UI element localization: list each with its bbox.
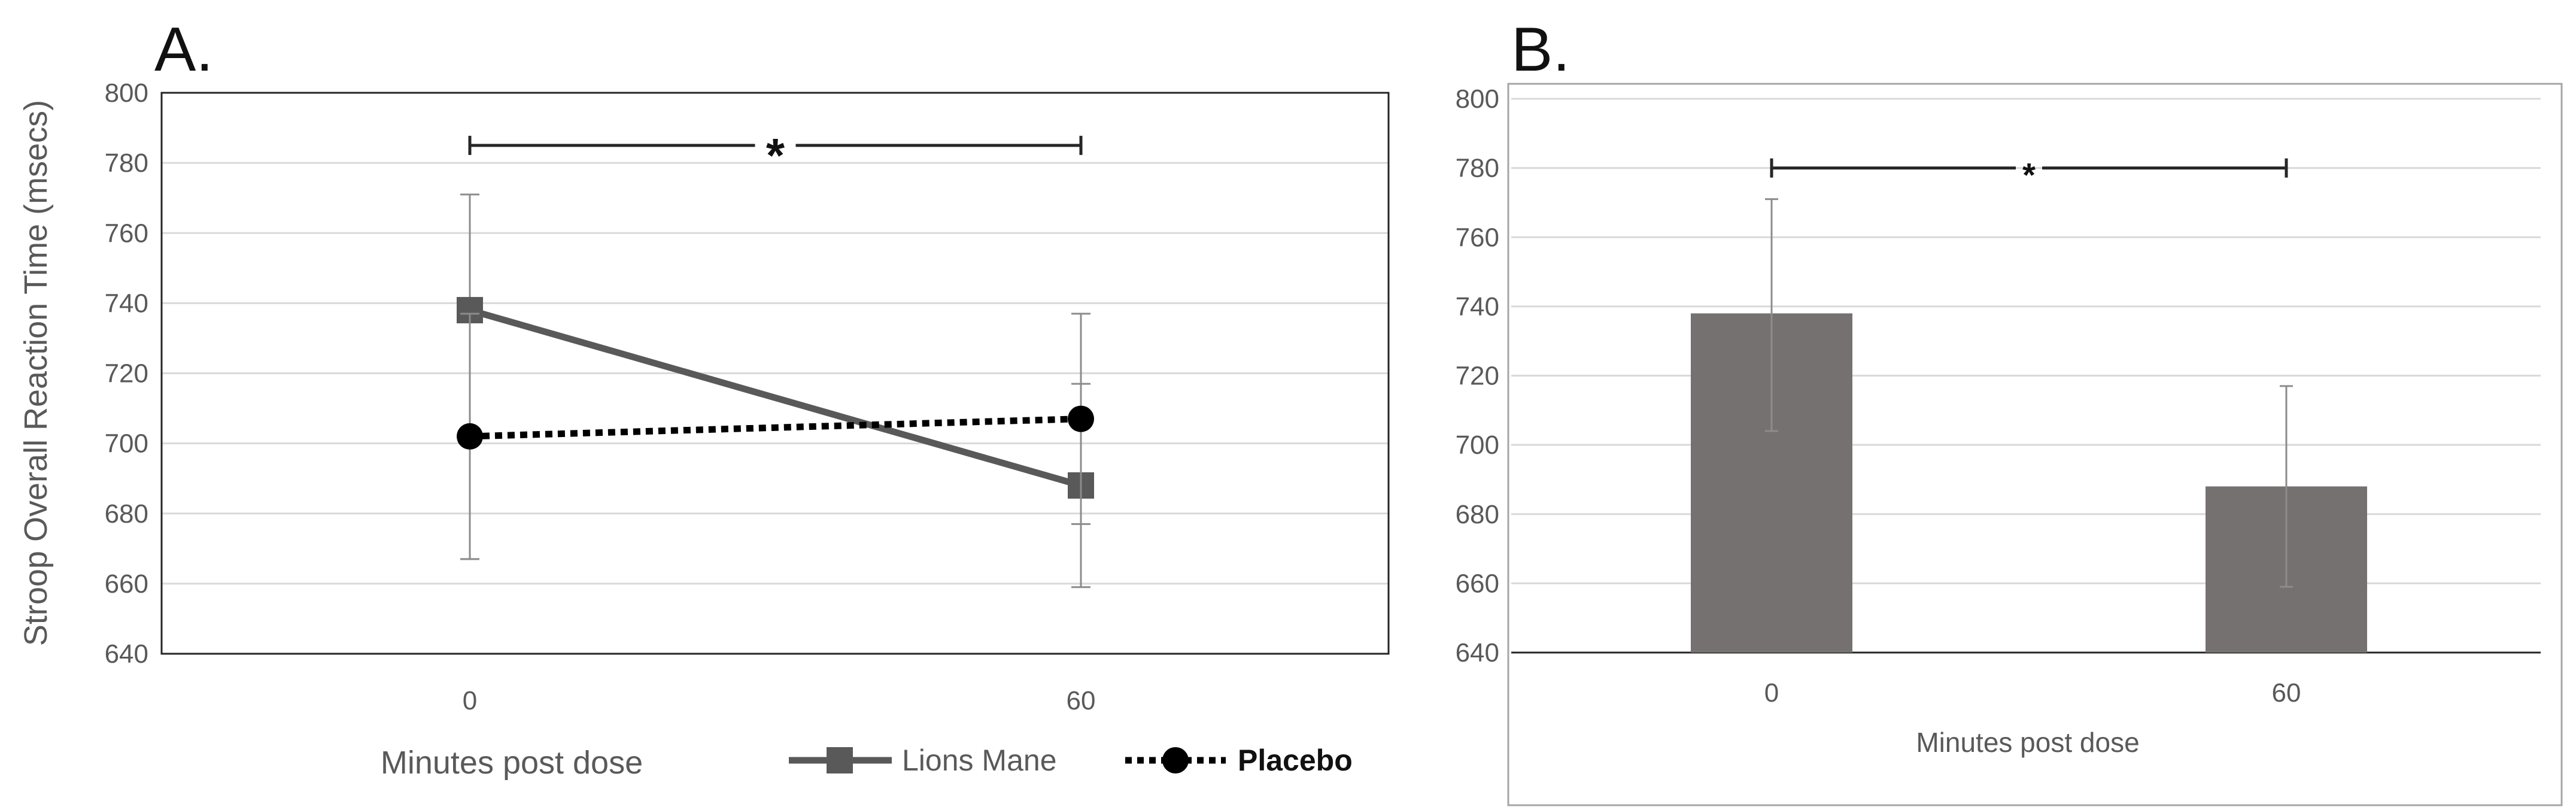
- series-placebo: [457, 313, 1094, 560]
- panel-b-y-tick-label: 640: [1456, 638, 1499, 668]
- panel-b-significance-asterisk: *: [2022, 156, 2036, 193]
- panel-b-significance-bracket: *: [1770, 156, 2288, 193]
- panel-b-y-tick-label: 740: [1456, 292, 1499, 321]
- legend-lions-mane-label: Lions Mane: [902, 744, 1057, 777]
- panel-a-gridlines: [162, 162, 1389, 585]
- panel-b-y-tick-labels: 640 660 680 700 720 740 760 780 800: [1456, 84, 1499, 668]
- panel-a-y-tick-label: 700: [105, 429, 148, 459]
- panel-b-bars: [1691, 198, 2367, 653]
- panel-b-x-axis-title: Minutes post dose: [1916, 727, 2139, 758]
- panel-a-x-tick-label: 60: [1067, 686, 1096, 715]
- panel-a-y-tick-label: 800: [105, 78, 148, 108]
- panel-b-letter: B.: [1511, 15, 1570, 84]
- panel-b-gridlines: [1511, 98, 2541, 584]
- panel-b-y-tick-label: 700: [1456, 430, 1499, 460]
- panel-a-y-axis-title: Stroop Overall Reaction Time (msecs): [18, 100, 54, 646]
- series-placebo-point: [457, 423, 483, 450]
- panel-a-y-tick-label: 640: [105, 639, 148, 669]
- panel-b-x-tick-labels: 0 60: [1764, 678, 2301, 708]
- panel-a-y-tick-label: 780: [105, 148, 148, 178]
- legend-lions-mane-square-marker: [827, 747, 853, 773]
- legend-placebo-circle-marker: [1162, 747, 1189, 773]
- panel-b-y-tick-label: 660: [1456, 569, 1499, 598]
- panel-a-significance-bracket: *: [468, 129, 1083, 182]
- series-lions-mane-line: [469, 307, 1082, 489]
- panel-a-significance-asterisk: *: [766, 129, 785, 182]
- panel-b-x-tick-label: 0: [1764, 678, 1779, 708]
- panel-a-y-tick-label: 740: [105, 289, 148, 318]
- legend-item-placebo: Placebo: [1125, 744, 1353, 777]
- series-placebo-point: [1068, 405, 1094, 432]
- panel-a-y-tick-labels: 640 660 680 700 720 740 760 780 800: [105, 78, 148, 669]
- series-lions-mane: [457, 193, 1094, 588]
- panel-a-y-tick-label: 680: [105, 499, 148, 529]
- panel-b-y-tick-label: 680: [1456, 500, 1499, 529]
- panel-a-x-tick-label: 0: [463, 686, 477, 715]
- panel-b-bar-chart: B. 640 660 680 700 720 740 760 780 800 0 60 * Min…: [1456, 15, 2563, 806]
- panel-a-line-chart: A. 640 660 680 700 720 740 760 780 800 0 60 Stroo…: [18, 15, 1390, 781]
- panel-b-y-tick-label: 800: [1456, 84, 1499, 114]
- legend-item-lions-mane: Lions Mane: [789, 744, 1057, 777]
- panel-a-letter: A.: [154, 15, 213, 84]
- panel-a-y-tick-label: 760: [105, 219, 148, 248]
- panel-b-chart-border: [1507, 83, 2563, 806]
- legend-placebo-label: Placebo: [1238, 744, 1353, 777]
- panel-b-x-tick-label: 60: [2272, 678, 2301, 708]
- panel-a-y-tick-label: 660: [105, 569, 148, 599]
- panel-a-legend: Lions Mane Placebo: [789, 744, 1353, 777]
- panel-a-x-tick-labels: 0 60: [463, 686, 1096, 715]
- panel-a-y-tick-label: 720: [105, 359, 148, 389]
- panel-a-plot-frame: [160, 92, 1390, 655]
- panel-b-y-tick-label: 760: [1456, 223, 1499, 252]
- series-placebo-line: [469, 415, 1082, 440]
- panel-a-x-axis-title: Minutes post dose: [381, 745, 643, 781]
- panel-b-y-tick-label: 780: [1456, 154, 1499, 183]
- panel-a-series: [457, 193, 1094, 588]
- panel-b-y-tick-label: 720: [1456, 362, 1499, 391]
